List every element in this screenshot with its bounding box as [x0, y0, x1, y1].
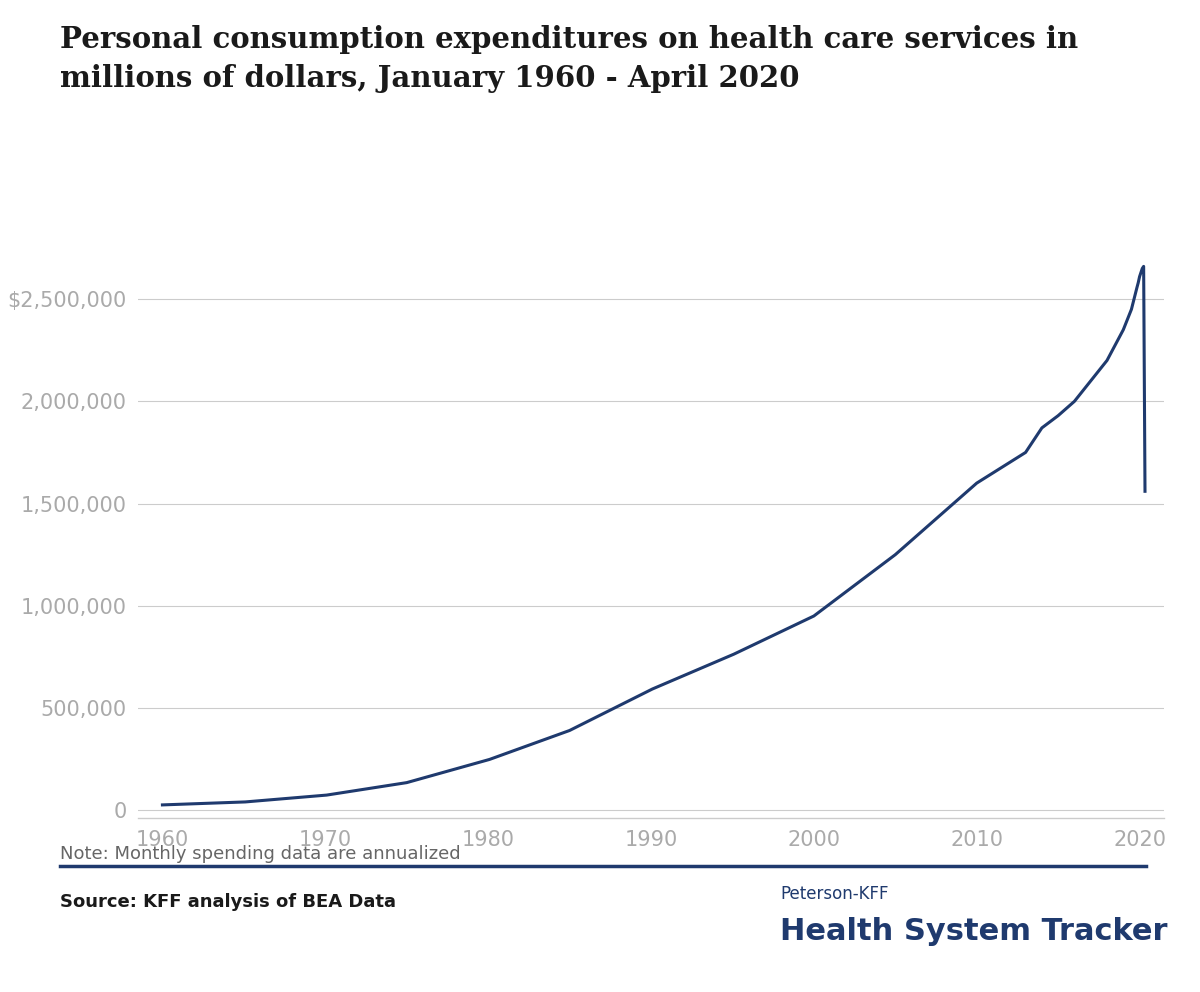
Text: Note: Monthly spending data are annualized: Note: Monthly spending data are annualiz… [60, 845, 461, 863]
Text: Peterson-KFF: Peterson-KFF [780, 885, 888, 903]
Text: Personal consumption expenditures on health care services in: Personal consumption expenditures on hea… [60, 25, 1078, 54]
Text: Source: KFF analysis of BEA Data: Source: KFF analysis of BEA Data [60, 893, 396, 911]
Text: Health System Tracker: Health System Tracker [780, 917, 1168, 945]
Text: millions of dollars, January 1960 - April 2020: millions of dollars, January 1960 - Apri… [60, 64, 799, 93]
